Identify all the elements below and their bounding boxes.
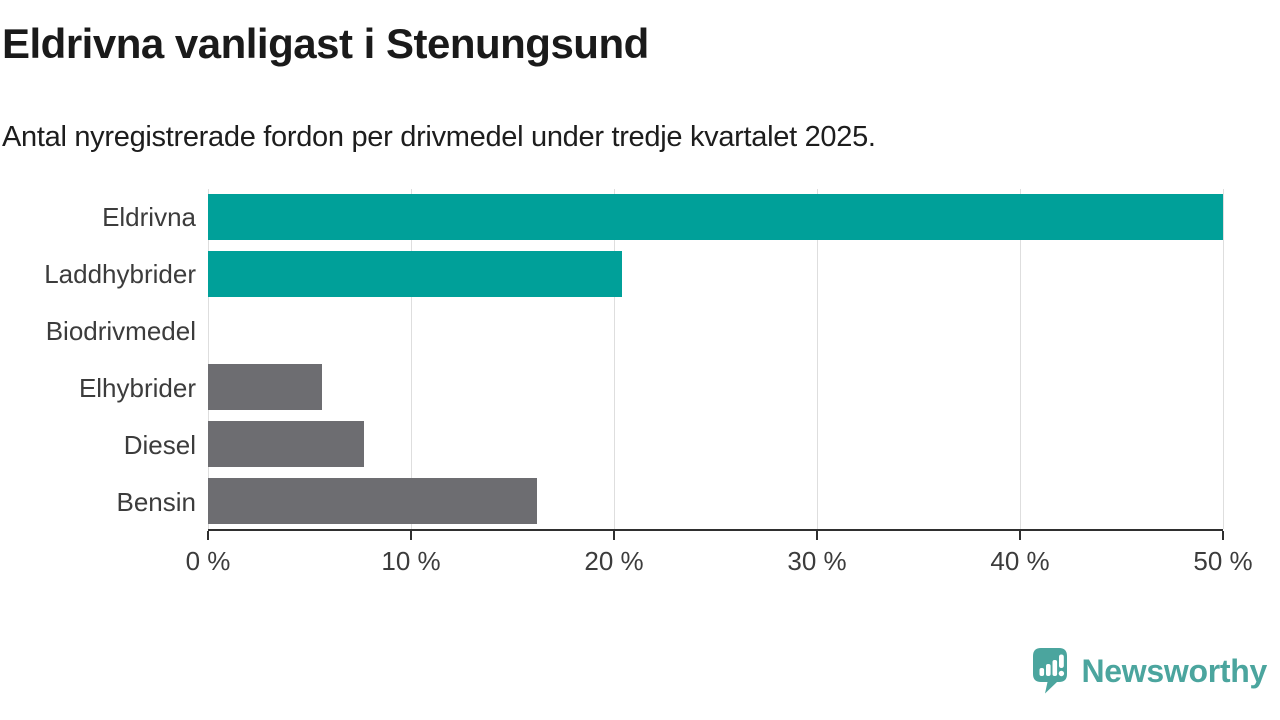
gridline xyxy=(411,189,412,529)
bar-elhybrider xyxy=(208,364,322,411)
bars-area xyxy=(208,189,1223,529)
x-axis-ticks xyxy=(207,531,1224,540)
x-tick-label: 0 % xyxy=(185,546,231,576)
x-tick-mark xyxy=(410,531,412,540)
category-label-bensin: Bensin xyxy=(116,487,197,517)
newsworthy-logo: Newsworthy xyxy=(1032,648,1268,694)
bar-diesel xyxy=(208,421,365,468)
category-label-eldrivna: Eldrivna xyxy=(102,202,196,232)
newsworthy-speech-bubble-chart-icon xyxy=(1032,648,1067,694)
bar-laddhybrider xyxy=(208,251,623,297)
brand-name: Newsworthy xyxy=(1081,652,1268,689)
x-tick-mark xyxy=(207,531,209,540)
bar-eldrivna xyxy=(208,194,1223,241)
gridline xyxy=(1223,189,1224,529)
category-labels: Eldrivna Laddhybrider Biodrivmedel Elhybrid… xyxy=(0,189,196,531)
x-tick-mark xyxy=(613,531,615,540)
bar-bensin xyxy=(208,477,537,524)
chart-title: Eldrivna vanligast i Stenungsund xyxy=(2,20,649,67)
x-tick-mark xyxy=(816,531,818,540)
x-tick-label: 10 % xyxy=(381,546,441,576)
gridline xyxy=(817,189,818,529)
category-label-diesel: Diesel xyxy=(123,430,196,460)
gridline xyxy=(614,189,615,529)
bar-row xyxy=(208,472,1223,529)
category-label-elhybrider: Elhybrider xyxy=(78,373,196,403)
x-tick-label: 20 % xyxy=(584,546,644,576)
gridline xyxy=(208,189,209,529)
grid-layer xyxy=(208,189,1224,529)
x-tick-mark xyxy=(1019,531,1021,540)
plot-area xyxy=(208,189,1224,531)
category-label-laddhybrider: Laddhybrider xyxy=(44,259,196,289)
x-tick-label: 40 % xyxy=(990,546,1050,576)
category-label-biodrivmedel: Biodrivmedel xyxy=(45,316,196,346)
x-axis-tick-labels: 0 % 10 % 20 % 30 % 40 % 50 % xyxy=(186,546,1253,578)
bar-row xyxy=(208,416,1223,473)
bar-row xyxy=(208,302,1223,359)
bar-row xyxy=(208,189,1223,246)
x-tick-mark xyxy=(1222,531,1224,540)
bar-row xyxy=(208,246,1223,303)
x-tick-label: 30 % xyxy=(787,546,847,576)
bar-row xyxy=(208,359,1223,416)
gridline xyxy=(1020,189,1021,529)
chart-subtitle: Antal nyregistrerade fordon per drivmede… xyxy=(2,121,876,153)
x-tick-label: 50 % xyxy=(1193,546,1253,576)
